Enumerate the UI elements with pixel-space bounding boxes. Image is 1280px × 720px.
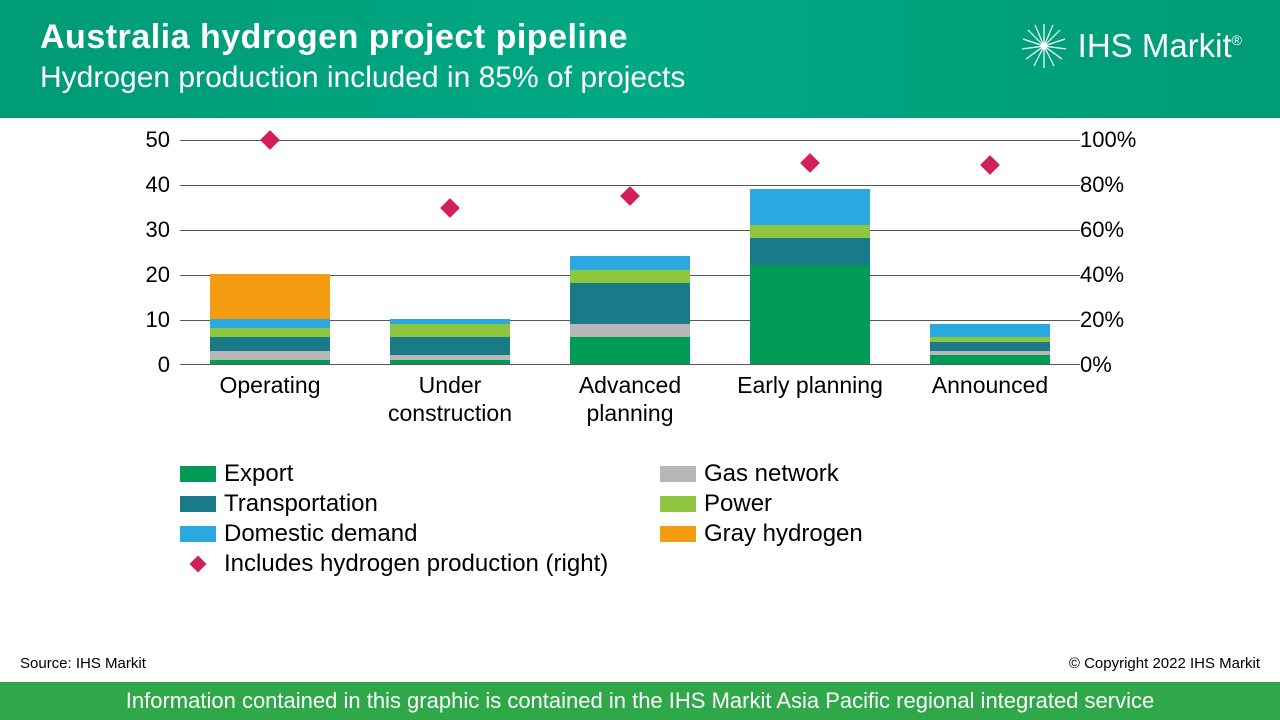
- legend-label: Power: [704, 490, 772, 518]
- y-right-tick: 60%: [1080, 217, 1140, 243]
- category-label: Early planning: [720, 372, 900, 400]
- marker-point: [620, 186, 640, 206]
- legend-swatch: [180, 526, 216, 542]
- category-label: Underconstruction: [360, 372, 540, 427]
- bar-segment-export: [750, 265, 870, 364]
- bar-segment-domestic: [750, 189, 870, 225]
- footer-banner: Information contained in this graphic is…: [0, 682, 1280, 720]
- bar-segment-power: [750, 225, 870, 239]
- legend-label: Gray hydrogen: [704, 520, 863, 548]
- bar-segment-transportation: [210, 337, 330, 351]
- bar-segment-gas_network: [570, 324, 690, 338]
- legend-item: Transportation: [180, 490, 660, 518]
- legend-item: Export: [180, 460, 660, 488]
- bar-segment-gas_network: [930, 351, 1050, 356]
- y-left-tick: 30: [125, 217, 170, 243]
- y-left-tick: 10: [125, 307, 170, 333]
- bar-segment-power: [570, 270, 690, 284]
- category-label: Operating: [180, 372, 360, 400]
- copyright-text: © Copyright 2022 IHS Markit: [1069, 655, 1260, 672]
- legend-swatch: [180, 466, 216, 482]
- bar-segment-gray: [210, 274, 330, 319]
- bar-segment-transportation: [930, 342, 1050, 351]
- bar-segment-gas_network: [390, 355, 510, 360]
- legend-item: Power: [660, 490, 1140, 518]
- sunburst-icon: [1020, 22, 1068, 70]
- y-right-tick: 20%: [1080, 307, 1140, 333]
- legend-label: Includes hydrogen production (right): [224, 550, 608, 578]
- header-banner: Australia hydrogen project pipeline Hydr…: [0, 0, 1280, 118]
- bar-segment-transportation: [570, 283, 690, 324]
- chart-container: Number of projects Projects with hydroge…: [60, 140, 1220, 660]
- bar-segment-domestic: [930, 324, 1050, 338]
- bar-segment-export: [210, 360, 330, 365]
- legend-item: Gas network: [660, 460, 1140, 488]
- category-label: Announced: [900, 372, 1080, 400]
- legend: Export Gas network Transportation Power Dome…: [180, 460, 1140, 580]
- y-right-tick: 40%: [1080, 262, 1140, 288]
- marker-point: [800, 153, 820, 173]
- legend-item: Includes hydrogen production (right): [180, 550, 660, 578]
- y-right-tick: 100%: [1080, 127, 1140, 153]
- y-left-tick: 0: [125, 352, 170, 378]
- bar-segment-domestic: [210, 319, 330, 328]
- source-citation: Source: IHS Markit: [20, 655, 146, 672]
- bar-segment-gas_network: [210, 351, 330, 360]
- bar-segment-export: [930, 355, 1050, 364]
- bar-segment-export: [390, 360, 510, 365]
- bar-segment-domestic: [390, 319, 510, 324]
- bar-segment-power: [210, 328, 330, 337]
- legend-item: Gray hydrogen: [660, 520, 1140, 548]
- legend-label: Transportation: [224, 490, 378, 518]
- bar-segment-power: [930, 337, 1050, 342]
- legend-label: Export: [224, 460, 293, 488]
- legend-swatch: [180, 496, 216, 512]
- category-label: Advancedplanning: [540, 372, 720, 427]
- legend-swatch: [660, 526, 696, 542]
- bar-segment-export: [570, 337, 690, 364]
- marker-point: [980, 155, 1000, 175]
- legend-label: Domestic demand: [224, 520, 417, 548]
- legend-item: Domestic demand: [180, 520, 660, 548]
- marker-point: [260, 130, 280, 150]
- y-left-tick: 40: [125, 172, 170, 198]
- brand-logo: IHS Markit®: [1020, 22, 1242, 70]
- legend-label: Gas network: [704, 460, 839, 488]
- y-right-tick: 80%: [1080, 172, 1140, 198]
- y-right-tick: 0%: [1080, 352, 1140, 378]
- marker-point: [440, 198, 460, 218]
- y-left-tick: 50: [125, 127, 170, 153]
- brand-name: IHS Markit®: [1078, 27, 1242, 65]
- bar-segment-transportation: [750, 238, 870, 265]
- bar-segment-domestic: [570, 256, 690, 270]
- gridline: [180, 230, 1080, 231]
- y-left-tick: 20: [125, 262, 170, 288]
- bar-segment-power: [390, 324, 510, 338]
- plot-area: [180, 140, 1080, 365]
- legend-swatch: [660, 496, 696, 512]
- gridline: [180, 140, 1080, 141]
- legend-swatch: [660, 466, 696, 482]
- legend-swatch: [180, 556, 216, 572]
- bar-segment-transportation: [390, 337, 510, 355]
